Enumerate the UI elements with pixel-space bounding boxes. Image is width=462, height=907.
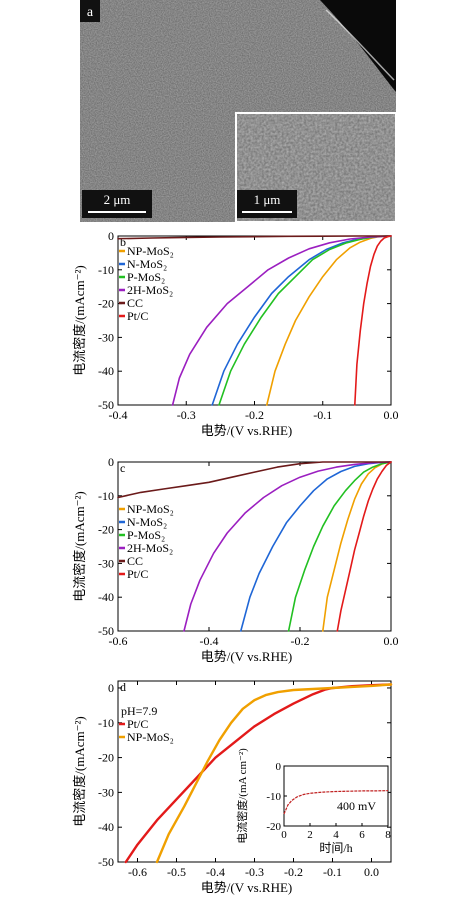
- legend-entry: N-MoS₂: [127, 257, 167, 271]
- x-tick-label: 0.0: [384, 634, 399, 648]
- y-tick-label: -50: [98, 624, 114, 638]
- legend-entry: NP-MoS₂: [127, 502, 174, 516]
- chart-c-series-line: [287, 461, 392, 632]
- y-tick-label: -40: [98, 364, 114, 378]
- panel-label-a: a: [87, 5, 94, 20]
- x-tick-label: -0.4: [206, 865, 225, 879]
- scale-bar-inset-label: 1 μm: [254, 192, 281, 207]
- chart-b-series-line: [117, 235, 392, 240]
- legend-entry: P-MoS₂: [127, 528, 165, 542]
- x-tick-label: -0.4: [109, 408, 128, 422]
- y-tick-label: -40: [98, 820, 114, 834]
- x-tick-label: 0.0: [384, 408, 399, 422]
- y-tick-label: -40: [98, 590, 114, 604]
- inset-annotation: 400 mV: [337, 799, 376, 813]
- y-tick-label: -30: [98, 785, 114, 799]
- legend-entry: NP-MoS₂: [127, 244, 174, 258]
- chart-panel-d: -0.6 -0.5 -0.4 -0.3 -0.2 -0.1 0.0 0 -10 -20 -30 -40…: [72, 680, 393, 895]
- inset-y-axis-label: 电流密度/(mA cm⁻²): [235, 748, 249, 844]
- y-tick-label: -30: [98, 556, 114, 570]
- chart-panel-b: -0.4 -0.3 -0.2 -0.1 0.0 0 -10 -20 -30 -40 -50 电势/(V…: [72, 229, 399, 438]
- y-tick-label: -10: [98, 263, 114, 277]
- x-tick-label: -0.2: [291, 634, 310, 648]
- legend-entry: CC: [127, 554, 143, 568]
- legend-entry: NP-MoS₂: [127, 730, 174, 744]
- sem-image-panel: a 2 μm 1 μm: [80, 0, 396, 222]
- scale-bar-main-box: [82, 190, 152, 218]
- inset-y-tick-label: 0: [276, 761, 282, 773]
- x-tick-label: -0.3: [177, 408, 196, 422]
- inset-x-tick-label: 0: [281, 829, 287, 841]
- chart-b-series-line: [218, 235, 392, 406]
- inset-x-tick-label: 4: [333, 829, 339, 841]
- legend-entry: Pt/C: [127, 717, 148, 731]
- legend-entry: 2H-MoS₂: [127, 283, 173, 297]
- x-tick-label: -0.1: [313, 408, 332, 422]
- y-tick-label: -50: [98, 855, 114, 869]
- y-axis-label: 电流密度/(mAcm⁻²): [72, 491, 87, 601]
- y-tick-label: -20: [98, 297, 114, 311]
- legend-entry: 2H-MoS₂: [127, 541, 173, 555]
- y-tick-label: 0: [108, 455, 114, 469]
- y-tick-label: 0: [108, 229, 114, 243]
- y-tick-label: 0: [108, 681, 114, 695]
- y-tick-label: -30: [98, 330, 114, 344]
- x-tick-label: -0.2: [284, 865, 303, 879]
- x-axis-label: 电势/(V vs.RHE): [201, 423, 292, 438]
- panel-label-c: c: [120, 461, 125, 475]
- inset-x-tick-label: 8: [385, 829, 391, 841]
- chart-b-series-line: [211, 235, 392, 406]
- annotation-ph: pH=7.9: [121, 704, 157, 718]
- x-tick-label: -0.6: [128, 865, 147, 879]
- inset-chart: 0 2 4 6 8 0 -10 -20 时间/h 电流密度/(mA cm⁻²) 400 mV: [235, 748, 391, 855]
- y-tick-label: -50: [98, 398, 114, 412]
- chart-d-series-line: [155, 683, 393, 864]
- x-tick-label: -0.4: [200, 634, 219, 648]
- chart-c-series-line: [117, 461, 392, 499]
- x-tick-label: -0.2: [245, 408, 264, 422]
- legend-entry: P-MoS₂: [127, 270, 165, 284]
- inset-x-axis-label: 时间/h: [319, 841, 352, 855]
- chart-panel-c: -0.6 -0.4 -0.2 0.0 0 -10 -20 -30 -40 -50 电势/(V vs.…: [72, 455, 399, 664]
- y-tick-label: -20: [98, 523, 114, 537]
- panel-label-d: d: [120, 680, 126, 694]
- legend-entry: CC: [127, 296, 143, 310]
- y-axis-label: 电流密度/(mAcm⁻²): [72, 716, 87, 826]
- legend-entry: Pt/C: [127, 567, 148, 581]
- chart-c-series-line: [240, 461, 392, 632]
- y-tick-label: -10: [98, 716, 114, 730]
- chart-c-series-line: [183, 461, 392, 632]
- x-axis-label: 电势/(V vs.RHE): [201, 880, 292, 895]
- chart-b-series-line: [353, 235, 392, 406]
- chart-b-series-line: [171, 235, 392, 406]
- sem-edge-highlight: [325, 9, 395, 81]
- plot-frame: [117, 461, 392, 632]
- polarization-charts: -0.4 -0.3 -0.2 -0.1 0.0 0 -10 -20 -30 -40 -50 电势/(V…: [72, 229, 399, 895]
- legend-entry: Pt/C: [127, 309, 148, 323]
- inset-y-tick-label: -10: [266, 791, 281, 803]
- inset-y-tick-label: -20: [266, 821, 281, 833]
- chart-c-series-line: [336, 461, 392, 632]
- x-tick-label: -0.6: [109, 634, 128, 648]
- legend-entry: N-MoS₂: [127, 515, 167, 529]
- sem-dark-corner: [320, 0, 396, 92]
- x-tick-label: -0.5: [167, 865, 186, 879]
- inset-series-line: [283, 790, 389, 815]
- scale-bar-inset-box: [237, 190, 297, 218]
- x-tick-label: -0.3: [245, 865, 264, 879]
- inset-x-tick-label: 2: [307, 829, 313, 841]
- x-axis-label: 电势/(V vs.RHE): [201, 649, 292, 664]
- panel-label-box: [80, 0, 100, 22]
- x-tick-label: -0.1: [323, 865, 342, 879]
- y-tick-label: -10: [98, 489, 114, 503]
- scale-bar-main-label: 2 μm: [104, 192, 131, 207]
- inset-x-tick-label: 6: [359, 829, 365, 841]
- y-tick-label: -20: [98, 751, 114, 765]
- chart-c-series-line: [321, 461, 392, 632]
- x-tick-label: 0.0: [364, 865, 379, 879]
- y-axis-label: 电流密度/(mAcm⁻²): [72, 265, 87, 375]
- panel-label-b: b: [120, 235, 126, 249]
